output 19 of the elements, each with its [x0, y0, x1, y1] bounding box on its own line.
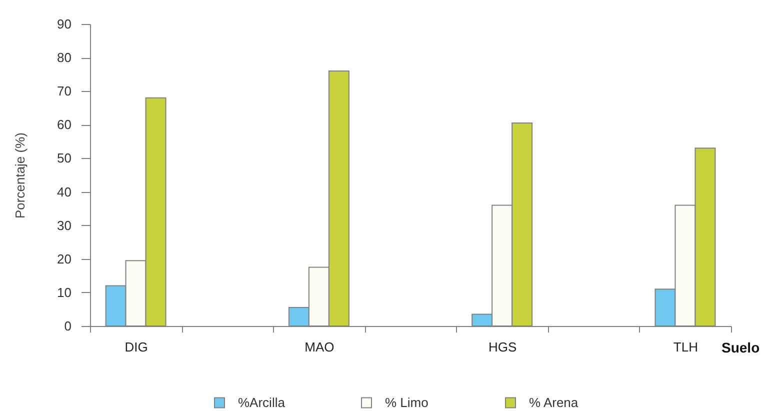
y-tick-label: 0: [64, 318, 72, 334]
y-tick-label: 80: [57, 50, 72, 66]
x-tick-label: HGS: [488, 340, 517, 354]
legend-label: %Arcilla: [238, 394, 286, 410]
y-axis-title: Porcentaje (%): [12, 132, 28, 218]
legend-label: % Limo: [385, 394, 428, 410]
y-tick-label: 90: [57, 16, 72, 32]
x-tick-label: DIG: [124, 340, 148, 354]
legend-label: % Arena: [529, 394, 579, 410]
x-tick-label: TLH: [673, 340, 698, 354]
y-tick-label: 50: [57, 150, 72, 166]
x-axis-title: Suelo: [722, 340, 760, 356]
y-tick-label: 70: [57, 84, 72, 99]
y-tick-label: 20: [57, 251, 72, 266]
y-tick-label: 30: [57, 218, 72, 233]
y-tick-label: 60: [57, 117, 72, 132]
x-tick-label: MAO: [304, 340, 334, 354]
y-tick-label: 40: [57, 184, 72, 200]
y-tick-label: 10: [57, 284, 72, 300]
